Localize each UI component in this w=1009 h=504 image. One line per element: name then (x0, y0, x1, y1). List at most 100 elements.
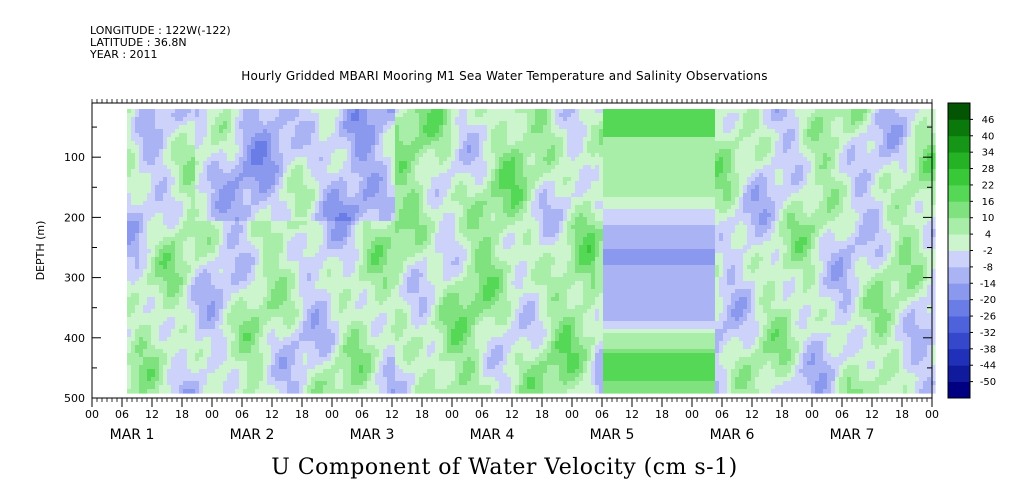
heatmap-cell (311, 137, 316, 142)
heatmap-cell (227, 353, 232, 358)
heatmap-cell (399, 177, 404, 182)
heatmap-cell (151, 113, 156, 118)
heatmap-cell (323, 153, 328, 158)
heatmap-cell (399, 349, 404, 354)
heatmap-cell (399, 269, 404, 274)
heatmap-cell (271, 149, 276, 154)
heatmap-cell (163, 297, 168, 302)
heatmap-cell (155, 285, 160, 290)
heatmap-cell (343, 293, 348, 298)
heatmap-cell (147, 221, 152, 226)
heatmap-cell (179, 313, 184, 318)
heatmap-cell (275, 349, 280, 354)
heatmap-cell (235, 129, 240, 134)
heatmap-cell (291, 361, 296, 366)
heatmap-cell (387, 273, 392, 278)
heatmap-cell (195, 289, 200, 294)
heatmap-cell (295, 389, 300, 394)
heatmap-cell (315, 373, 320, 378)
heatmap-cell (135, 389, 140, 394)
heatmap-cell (399, 301, 404, 306)
heatmap-cell (311, 229, 316, 234)
heatmap-cell (359, 265, 364, 270)
heatmap-cell (347, 289, 352, 294)
heatmap-cell (355, 381, 360, 386)
heatmap-cell (399, 281, 404, 286)
heatmap-cell (255, 181, 260, 186)
heatmap-cell (271, 169, 276, 174)
heatmap-cell (175, 281, 180, 286)
heatmap-cell (347, 189, 352, 194)
heatmap-cell (239, 349, 244, 354)
heatmap-cell (171, 333, 176, 338)
heatmap-cell (135, 361, 140, 366)
heatmap-cell (155, 185, 160, 190)
heatmap-cell (259, 189, 264, 194)
heatmap-cell (331, 269, 336, 274)
heatmap-cell (143, 213, 148, 218)
heatmap-cell (227, 221, 232, 226)
heatmap-cell (223, 297, 228, 302)
heatmap-cell (203, 197, 208, 202)
heatmap-cell (267, 349, 272, 354)
heatmap-cell (147, 129, 152, 134)
heatmap-cell (355, 237, 360, 242)
heatmap-cell (327, 249, 332, 254)
heatmap-cell (155, 281, 160, 286)
heatmap-cell (263, 313, 268, 318)
heatmap-cell (315, 173, 320, 178)
heatmap-cell (251, 177, 256, 182)
heatmap-cell (255, 121, 260, 126)
heatmap-cell (271, 329, 276, 334)
heatmap-cell (127, 205, 132, 210)
heatmap-cell (135, 173, 140, 178)
heatmap-cell (207, 189, 212, 194)
heatmap-cell (343, 365, 348, 370)
heatmap-cell (343, 165, 348, 170)
heatmap-cell (343, 317, 348, 322)
heatmap-cell (271, 365, 276, 370)
heatmap-cell (375, 265, 380, 270)
heatmap-cell (263, 173, 268, 178)
heatmap-cell (403, 113, 408, 118)
heatmap-cell (223, 165, 228, 170)
heatmap-cell (183, 209, 188, 214)
heatmap-cell (167, 341, 172, 346)
heatmap-cell (403, 129, 408, 134)
heatmap-cell (131, 377, 136, 382)
heatmap-cell (379, 309, 384, 314)
heatmap-cell (339, 193, 344, 198)
heatmap-cell (347, 277, 352, 282)
heatmap-cell (347, 341, 352, 346)
heatmap-cell (211, 125, 216, 130)
heatmap-cell (343, 345, 348, 350)
heatmap-cell (215, 325, 220, 330)
heatmap-cell (283, 133, 288, 138)
heatmap-cell (131, 189, 136, 194)
heatmap-cell (335, 321, 340, 326)
heatmap-cell (171, 281, 176, 286)
heatmap-cell (155, 173, 160, 178)
heatmap-cell (255, 297, 260, 302)
heatmap-cell (195, 181, 200, 186)
heatmap-cell (195, 165, 200, 170)
heatmap-cell (171, 169, 176, 174)
heatmap-cell (231, 173, 236, 178)
heatmap-cell (283, 377, 288, 382)
heatmap-cell (311, 157, 316, 162)
heatmap-cell (375, 317, 380, 322)
heatmap-cell (247, 265, 252, 270)
heatmap-cell (211, 313, 216, 318)
heatmap-cell (143, 329, 148, 334)
heatmap-cell (183, 321, 188, 326)
heatmap-cell (271, 205, 276, 210)
heatmap-cell (323, 385, 328, 390)
heatmap-cell (315, 333, 320, 338)
heatmap-cell (187, 349, 192, 354)
heatmap-cell (295, 197, 300, 202)
heatmap-cell (199, 305, 204, 310)
heatmap-cell (331, 153, 336, 158)
heatmap-cell (359, 137, 364, 142)
heatmap-cell (391, 305, 396, 310)
heatmap-cell (135, 149, 140, 154)
